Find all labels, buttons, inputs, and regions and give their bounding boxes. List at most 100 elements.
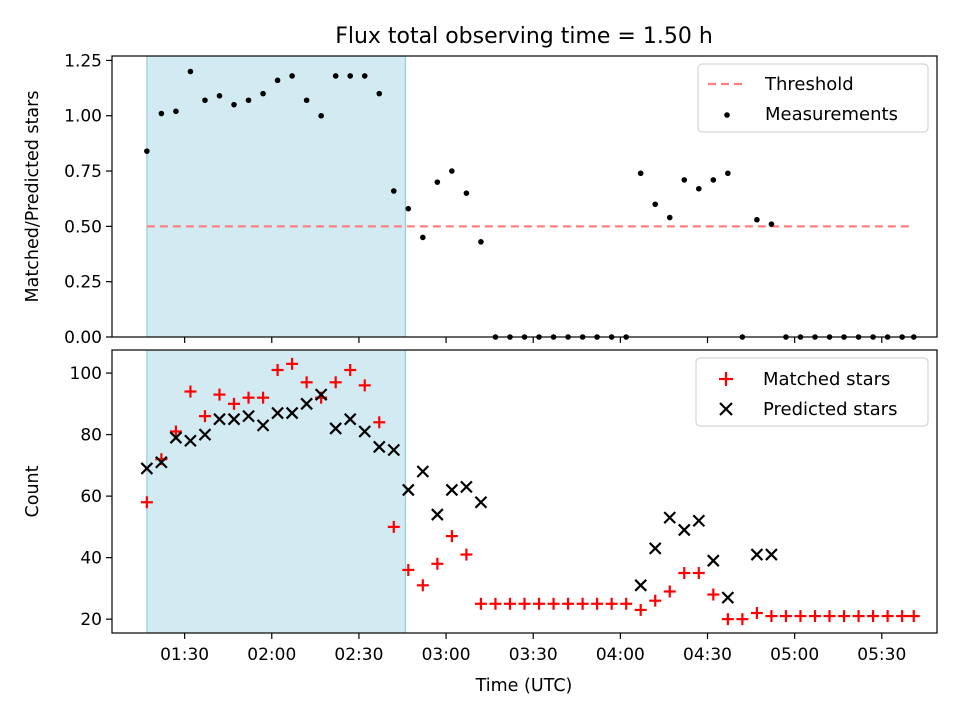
matched-star-marker <box>460 548 473 561</box>
matched-star-marker <box>591 597 604 610</box>
measurement-point <box>725 170 731 177</box>
bottom-y-tick-label: 40 <box>80 549 102 569</box>
matched-star-marker <box>663 585 676 598</box>
predicted-star-marker <box>402 483 415 497</box>
matched-star-marker <box>808 610 821 623</box>
measurement-point <box>768 221 775 227</box>
measurement-point <box>666 214 673 221</box>
measurement-point <box>463 190 470 196</box>
matched-star-marker <box>503 597 516 610</box>
measurement-point <box>681 177 688 183</box>
chart-title: Flux total observing time = 1.50 h <box>335 24 713 49</box>
matched-star-marker <box>896 610 909 623</box>
measurement-point <box>434 179 441 185</box>
predicted-star-marker <box>765 548 778 561</box>
matched-star-marker <box>721 613 734 626</box>
matched-star-marker <box>344 363 357 376</box>
predicted-star-marker <box>140 462 154 475</box>
measurement-point <box>216 93 223 99</box>
predicted-star-marker <box>300 397 313 411</box>
matched-star-marker <box>634 603 647 616</box>
bottom-y-tick-label: 60 <box>80 487 102 507</box>
matched-star-marker <box>474 597 487 610</box>
matched-star-marker <box>907 610 920 623</box>
measurement-point <box>318 112 324 119</box>
matched-star-marker <box>402 563 415 576</box>
measurement-point <box>390 188 397 194</box>
predicted-star-marker <box>169 431 183 444</box>
measurement-point <box>449 168 455 174</box>
matched-star-marker <box>838 610 851 623</box>
matched-star-marker <box>300 376 313 389</box>
predicted-star-marker <box>750 548 764 561</box>
matched-star-marker <box>213 388 226 401</box>
measurement-point <box>173 108 179 115</box>
bottom-legend: Matched stars Predicted stars <box>695 357 929 427</box>
measurement-point <box>144 148 150 154</box>
matched-star-marker <box>198 410 211 423</box>
x-tick-label: 01:30 <box>160 645 209 665</box>
measurement-point <box>274 77 281 84</box>
predicted-star-marker <box>387 443 401 457</box>
measurement-point <box>637 170 644 177</box>
measurement-point <box>347 73 354 79</box>
top-y-tick-label: 0.50 <box>64 217 102 237</box>
bottom-y-tick-label: 20 <box>80 610 102 630</box>
measurement-point <box>260 90 266 97</box>
x-tick-label: 02:00 <box>247 645 296 665</box>
measurement-point <box>695 185 702 192</box>
predicted-star-marker <box>677 523 691 537</box>
predicted-star-marker <box>648 542 662 555</box>
matched-star-marker <box>867 610 880 623</box>
top-y-tick-label: 1.25 <box>64 51 102 71</box>
matched-star-marker <box>794 610 807 623</box>
top-plot-frame <box>111 55 938 338</box>
predicted-star-marker <box>663 511 677 524</box>
matched-star-marker <box>852 610 865 623</box>
matched-star-marker <box>286 357 299 370</box>
matched-legend-label: Matched stars <box>763 369 890 390</box>
measurement-point <box>332 73 339 79</box>
matched-star-marker <box>228 397 241 410</box>
matched-star-marker <box>140 496 153 509</box>
measurement-point <box>405 205 412 212</box>
matched-star-marker <box>779 610 792 623</box>
matched-star-marker <box>649 594 662 607</box>
predicted-star-marker <box>314 388 328 401</box>
matched-star-marker <box>881 610 894 623</box>
measurement-point <box>245 97 252 104</box>
top-panel: 0.00 0.25 0.50 0.75 1.00 1.25 Matched/Predict… <box>23 51 938 348</box>
predicted-star-marker <box>692 514 706 528</box>
predicted-star-marker <box>227 412 241 426</box>
predicted-star-marker <box>242 409 255 423</box>
matched-star-marker <box>271 363 284 376</box>
matched-star-marker <box>736 613 749 626</box>
x-tick-label: 04:00 <box>596 645 645 665</box>
matched-star-marker <box>489 597 502 610</box>
predicted-star-marker <box>445 483 459 497</box>
bottom-panel: 20 40 60 80 100 01:30 02:00 02:30 03:00 03:30 04:… <box>23 349 938 696</box>
measurement-point <box>289 73 295 79</box>
top-y-tick-label: 0.00 <box>64 328 102 348</box>
predicted-star-marker <box>416 465 430 478</box>
predicted-legend-swatch <box>719 402 733 416</box>
x-tick-label: 03:30 <box>509 645 558 665</box>
bottom-y-tick-label: 80 <box>80 426 102 446</box>
top-shaded-region <box>146 55 406 338</box>
matched-star-marker <box>373 416 386 429</box>
predicted-star-marker <box>343 412 357 426</box>
bottom-plot-frame <box>111 349 938 634</box>
measurement-point <box>303 97 310 104</box>
bottom-y-tick-label: 100 <box>70 364 102 384</box>
matched-star-marker <box>257 391 270 404</box>
predicted-star-marker <box>184 434 197 448</box>
matched-legend-swatch <box>719 372 733 386</box>
predicted-star-marker <box>474 495 488 509</box>
matched-star-marker <box>547 597 560 610</box>
predicted-star-marker <box>431 508 444 521</box>
predicted-legend-label: Predicted stars <box>763 399 897 420</box>
measurement-point <box>361 73 368 79</box>
predicted-star-marker <box>707 554 720 567</box>
predicted-star-marker <box>271 406 284 420</box>
